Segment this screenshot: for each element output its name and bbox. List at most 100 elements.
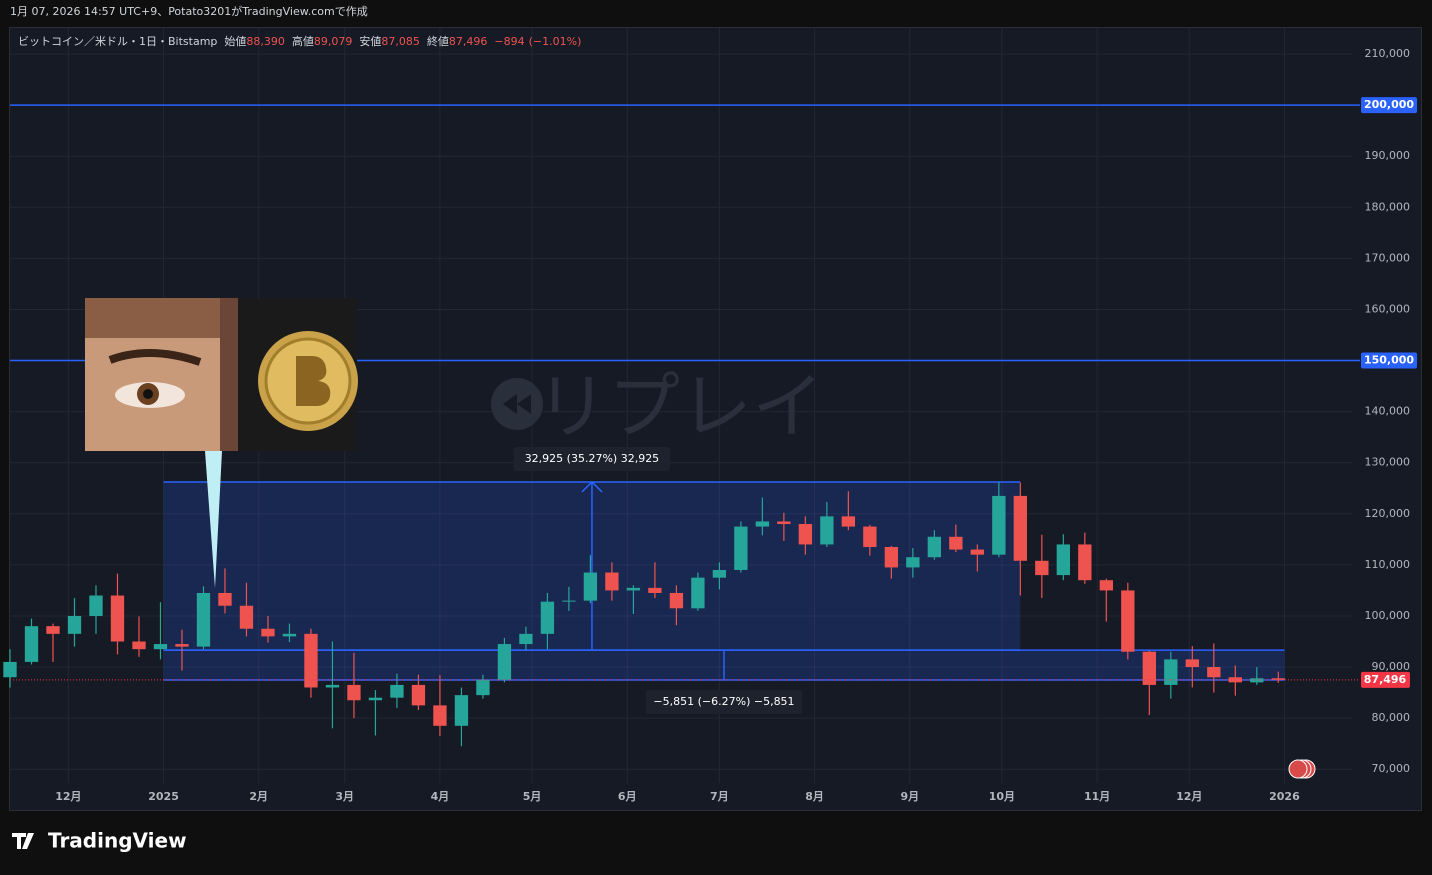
candle-body <box>519 633 533 645</box>
x-tick-label: 10月 <box>989 790 1015 803</box>
candle-body <box>454 695 469 726</box>
candle-body <box>261 628 275 637</box>
y-tick-label: 100,000 <box>1365 609 1411 622</box>
candle-body <box>734 526 748 570</box>
candle-body <box>755 521 770 527</box>
candle-body <box>798 524 813 545</box>
candle-body <box>368 697 383 701</box>
y-tick-label: 140,000 <box>1365 405 1411 418</box>
candle-body <box>239 605 254 629</box>
y-tick-label: 110,000 <box>1365 558 1411 571</box>
candle-body <box>390 684 404 698</box>
candle-body <box>497 644 512 680</box>
symbol: ビットコイン／米ドル・1日・Bitstamp <box>18 35 217 48</box>
candle-body <box>884 546 899 568</box>
ohlc-name: 安値 <box>359 34 381 48</box>
price-tag-label: 87,496 <box>1364 673 1407 686</box>
x-tick-label: 6月 <box>618 790 637 803</box>
candle-body <box>712 569 727 578</box>
candle-body <box>3 661 17 678</box>
candle-body <box>1164 659 1178 685</box>
ohlc-name: 終値 <box>427 34 449 48</box>
ohlc-name: 高値 <box>292 34 314 48</box>
caption: 1月 07, 2026 14:57 UTC+9、Potato3201がTradi… <box>10 4 368 18</box>
candle-body <box>282 633 297 637</box>
candle-body <box>46 626 60 634</box>
candle-body <box>347 684 361 701</box>
candle-body <box>218 592 232 606</box>
candle-body <box>153 644 168 650</box>
candle-body <box>691 577 705 609</box>
candle-body <box>669 592 684 609</box>
overlay: 70,000 80,000 90,000 100,000 110,000 120,000 1… <box>10 34 1417 803</box>
candle-body <box>1207 667 1221 678</box>
measure-label: 32,925 (35.27%) 32,925 <box>525 452 660 465</box>
x-tick-label: 2026 <box>1269 790 1300 803</box>
change: −894 <box>494 35 524 48</box>
candle-body <box>110 595 125 642</box>
candle-body <box>89 595 103 616</box>
measure-label: −5,851 (−6.27%) −5,851 <box>653 695 794 708</box>
brand-name: TradingView <box>48 829 187 853</box>
candle-body <box>992 495 1006 555</box>
price-tag-label: 200,000 <box>1364 98 1414 111</box>
candle-body <box>820 516 834 545</box>
x-tick-label: 11月 <box>1084 790 1110 803</box>
candle-body <box>1099 580 1113 591</box>
replay-icon <box>491 378 543 430</box>
y-tick-label: 160,000 <box>1365 302 1411 315</box>
photo <box>85 298 358 588</box>
x-tick-label: 12月 <box>55 790 81 803</box>
candle-body <box>1250 678 1264 683</box>
candle-body <box>841 516 856 527</box>
candle-body <box>970 549 985 555</box>
y-tick-label: 70,000 <box>1372 762 1411 775</box>
candle-body <box>626 587 641 591</box>
price-tag-label: 150,000 <box>1364 354 1414 367</box>
candle-body <box>1121 590 1135 652</box>
y-tick-label: 170,000 <box>1365 251 1411 264</box>
y-tick-label: 90,000 <box>1372 660 1411 673</box>
candle-body <box>1185 659 1199 668</box>
candle-body <box>1228 677 1242 683</box>
measure-label-bg <box>645 690 803 715</box>
ohlc-value: 87,085 <box>381 35 420 48</box>
candle-body <box>562 600 576 602</box>
candle-body <box>540 601 555 634</box>
candle-body <box>196 592 211 647</box>
candle-body <box>304 633 318 688</box>
ohlc-value: 87,496 <box>449 35 488 48</box>
arrow-head <box>581 480 603 493</box>
candle-body <box>1142 651 1156 685</box>
candle-body <box>648 587 662 593</box>
candle-body <box>927 536 942 558</box>
x-tick-label: 4月 <box>431 790 450 803</box>
y-tick-label: 80,000 <box>1372 711 1411 724</box>
x-tick-label: 2025 <box>148 790 179 803</box>
brand: TradingView <box>12 829 187 853</box>
candle-body <box>24 626 39 662</box>
candle-body <box>1056 544 1070 576</box>
y-tick-label: 190,000 <box>1365 149 1411 162</box>
candle-body <box>863 526 877 547</box>
candle-body <box>325 684 340 688</box>
x-tick-label: 5月 <box>523 790 542 803</box>
watermark: リプレイ <box>536 365 824 449</box>
y-tick-label: 210,000 <box>1365 47 1411 60</box>
candle-body <box>132 641 146 650</box>
candle-body <box>411 684 426 706</box>
ohlc-name: 始値 <box>224 34 246 48</box>
candle-body <box>777 521 791 525</box>
ohlc-value: 89,079 <box>314 35 353 48</box>
candle-body <box>1271 678 1285 680</box>
measures <box>163 480 1285 681</box>
legend: ビットコイン／米ドル・1日・Bitstamp 始値88,390 高値89,079 安値… <box>18 34 581 48</box>
change-pct: (−1.01%) <box>529 35 582 48</box>
y-tick-label: 130,000 <box>1365 456 1411 469</box>
x-tick-label: 2月 <box>249 790 268 803</box>
x-tick-label: 3月 <box>335 790 354 803</box>
x-tick-label: 8月 <box>805 790 824 803</box>
price-tag <box>1361 97 1417 114</box>
candle-body <box>1013 495 1028 561</box>
